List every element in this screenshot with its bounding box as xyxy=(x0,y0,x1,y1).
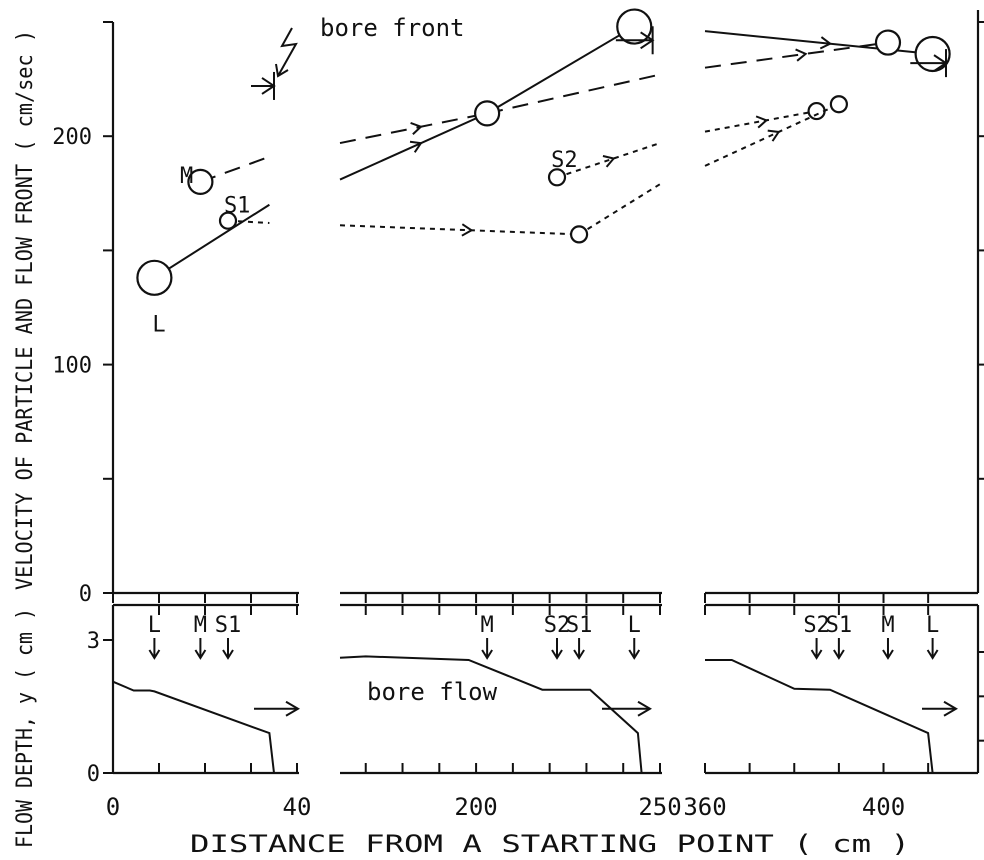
particle-position-label: L xyxy=(148,613,161,638)
particle-label: M xyxy=(180,164,193,189)
series-line-m xyxy=(339,112,488,145)
particle-position-arrowhead xyxy=(833,649,845,660)
particle-position-label: S1 xyxy=(215,613,242,638)
flow-direction-arrowhead xyxy=(943,700,958,717)
bore-front-pointer xyxy=(277,27,298,77)
flow-depth-profile xyxy=(112,680,275,774)
series-line-l xyxy=(486,25,635,115)
particle-position-arrowhead xyxy=(194,649,207,660)
flow-depth-profile xyxy=(705,659,934,774)
particle-position-arrowhead xyxy=(481,649,493,660)
particle-position-arrowhead xyxy=(222,649,234,660)
particle-position-label: S2 xyxy=(803,613,830,638)
series-line-s2 xyxy=(556,142,661,179)
series-direction-arrow xyxy=(819,36,833,50)
series-line-l xyxy=(339,112,488,181)
particle-marker-l xyxy=(914,35,951,73)
x-tick-label: 360 xyxy=(683,793,726,821)
particle-position-arrowhead xyxy=(551,649,563,660)
series-direction-arrow xyxy=(795,48,808,62)
series-line-s1 xyxy=(704,103,840,167)
series-direction-arrow xyxy=(461,223,474,237)
series-line-s1 xyxy=(227,219,270,224)
series-direction-arrow xyxy=(602,154,616,168)
particle-marker-s2 xyxy=(807,101,826,121)
velocity-y-tick-label: 200 xyxy=(52,125,92,150)
series-line-l xyxy=(153,203,270,279)
x-tick-label: 200 xyxy=(454,793,497,821)
particle-label: S1 xyxy=(224,194,251,219)
particle-marker-s1 xyxy=(829,95,848,114)
particle-position-arrowhead xyxy=(882,649,894,660)
depth-y-tick-label: 0 xyxy=(87,762,100,787)
particle-position-label: S1 xyxy=(566,613,593,638)
particle-position-arrowhead xyxy=(148,649,161,660)
bore-front-label: bore front xyxy=(320,14,465,42)
particle-position-label: L xyxy=(926,613,939,638)
particle-position-label: L xyxy=(628,613,641,638)
series-direction-arrow xyxy=(409,140,423,153)
x-tick-label: 40 xyxy=(283,793,312,821)
series-line-s1 xyxy=(578,183,661,236)
particle-position-label: M xyxy=(881,613,894,638)
x-axis-label: DISTANCE FROM A STARTING POINT ( cm ) xyxy=(190,830,910,858)
velocity-y-axis-label: VELOCITY OF PARTICLE AND FLOW FRONT ( cm… xyxy=(13,30,38,590)
particle-position-arrowhead xyxy=(926,649,939,660)
series-line-s2 xyxy=(704,110,817,133)
particle-position-label: S1 xyxy=(826,613,853,638)
particle-marker-s1 xyxy=(569,225,589,244)
particle-position-arrowhead xyxy=(628,649,641,660)
flow-direction-arrowhead xyxy=(637,700,652,717)
depth-y-tick-label: 3 xyxy=(87,629,100,654)
particle-marker-m xyxy=(474,100,501,127)
velocity-y-tick-label: 100 xyxy=(52,354,92,379)
bore-flow-label: bore flow xyxy=(367,678,498,706)
particle-position-label: M xyxy=(481,613,494,638)
x-tick-label: 250 xyxy=(638,793,681,821)
series-direction-arrow xyxy=(755,115,769,129)
particle-position-label: M xyxy=(194,613,207,638)
series-line-m xyxy=(704,41,889,69)
bore-front-pointer-head xyxy=(275,63,289,78)
particle-position-arrowhead xyxy=(573,649,585,660)
velocity-y-tick-label: 0 xyxy=(79,582,92,607)
particle-label: S2 xyxy=(551,148,578,173)
series-line-s1 xyxy=(339,224,580,236)
particle-marker-s2 xyxy=(547,168,567,187)
particle-position-arrowhead xyxy=(810,649,823,660)
series-line-m xyxy=(486,73,661,115)
x-tick-label: 400 xyxy=(862,793,905,821)
particle-marker-m xyxy=(187,168,214,195)
particle-position-label: S2 xyxy=(544,613,571,638)
particle-marker-m xyxy=(874,29,902,56)
depth-y-axis-label: FLOW DEPTH, y ( cm ) xyxy=(13,608,38,848)
series-direction-arrow xyxy=(767,129,781,142)
particle-marker-l xyxy=(616,8,653,45)
flow-depth-profile xyxy=(339,655,643,774)
flow-direction-arrowhead xyxy=(285,700,300,717)
series-direction-arrow xyxy=(410,122,423,135)
particle-marker-s1 xyxy=(218,211,238,230)
particle-marker-l xyxy=(136,259,173,296)
x-tick-label: 0 xyxy=(106,793,120,821)
particle-label: L xyxy=(152,312,165,337)
